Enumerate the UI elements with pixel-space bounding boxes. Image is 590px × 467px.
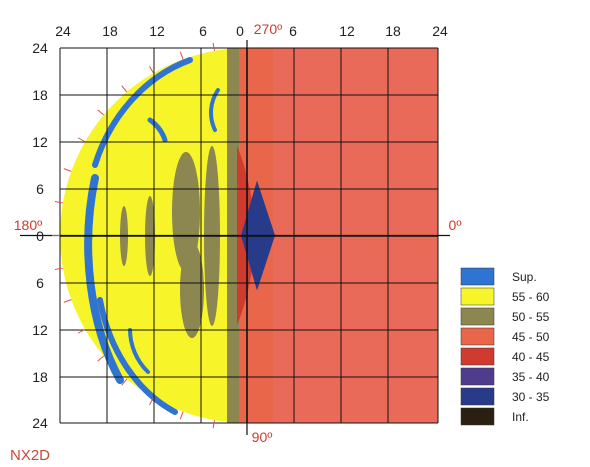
grid-lines (20, 40, 450, 435)
edge-tick-mark (149, 65, 154, 74)
legend-swatch (460, 407, 495, 426)
y-tick-label: 18 (32, 369, 48, 385)
legend-label: 50 - 55 (512, 310, 550, 324)
edge-tick-mark (121, 85, 128, 93)
legend-label: 30 - 35 (512, 390, 550, 404)
legend-label: 40 - 45 (512, 350, 550, 364)
x-tick-label: 0 (236, 23, 244, 39)
legend-label: 35 - 40 (512, 370, 550, 384)
angle-label-right: 0º (449, 217, 462, 233)
edge-tick-mark (121, 378, 128, 386)
y-tick-label: 18 (32, 87, 48, 103)
legend: Sup. 55 - 60 50 - 55 45 - 50 40 - 45 35 - 40 3… (460, 267, 550, 426)
x-tick-label: 6 (289, 23, 297, 39)
olive-band-2 (180, 242, 204, 338)
angle-labels: 270º 90º 180º 0º (14, 21, 462, 445)
angle-label-bottom: 90º (252, 429, 273, 445)
blue-arc-lower (97, 297, 178, 415)
legend-label: Sup. (512, 270, 537, 284)
y-tick-label: 24 (32, 40, 48, 56)
y-tick-label: 6 (36, 275, 44, 291)
legend-swatch (460, 307, 495, 326)
legend-label: 45 - 50 (512, 330, 550, 344)
x-tick-label: 6 (199, 23, 207, 39)
edge-tick-mark (54, 201, 63, 204)
x-tick-label: 18 (102, 23, 118, 39)
olive-band-1 (172, 152, 200, 272)
angle-label-top: 270º (254, 21, 282, 37)
edge-tick-mark (179, 411, 184, 420)
legend-swatch (460, 367, 495, 386)
y-tick-label: 12 (32, 322, 48, 338)
y-tick-label: 12 (32, 134, 48, 150)
blue-arc-upper (92, 57, 193, 168)
edge-tick-mark (97, 109, 105, 116)
edge-tick-mark (97, 355, 105, 362)
blue-fleck-1 (147, 117, 168, 143)
edge-tick-mark (63, 299, 72, 303)
edge-tick-mark (212, 42, 216, 51)
legend-swatch (460, 347, 495, 366)
legend-swatch (460, 327, 495, 346)
x-tick-label: 12 (149, 23, 165, 39)
x-tick-label: 24 (432, 23, 448, 39)
x-tick-label: 24 (55, 23, 71, 39)
blue-fleck-3 (209, 88, 220, 132)
edge-tick-mark (77, 137, 86, 143)
angle-label-left: 180º (14, 217, 42, 233)
y-tick-label: 24 (32, 415, 48, 431)
blue-fleck-2 (128, 328, 150, 374)
y-tick-label: 0 (36, 228, 44, 244)
legend-swatch (460, 267, 495, 286)
legend-swatch (460, 287, 495, 306)
blue-arc-mid (84, 174, 124, 384)
edge-tick-mark (77, 328, 86, 334)
x-tick-label: 12 (339, 23, 355, 39)
x-tick-label: 18 (385, 23, 401, 39)
legend-swatch (460, 387, 495, 406)
edge-tick-mark (179, 51, 184, 60)
edge-tick-mark (149, 397, 154, 406)
legend-label: Inf. (512, 410, 529, 424)
tick-labels: 24 18 12 6 0 6 12 18 24 24 18 12 6 0 6 12 18 24 (32, 23, 448, 431)
legend-label: 55 - 60 (512, 290, 550, 304)
edge-tick-mark (212, 420, 216, 429)
y-tick-label: 6 (36, 181, 44, 197)
edge-tick-mark (54, 267, 63, 270)
edge-tick-mark (63, 168, 72, 172)
figure-id-label: NX2D (10, 447, 50, 464)
